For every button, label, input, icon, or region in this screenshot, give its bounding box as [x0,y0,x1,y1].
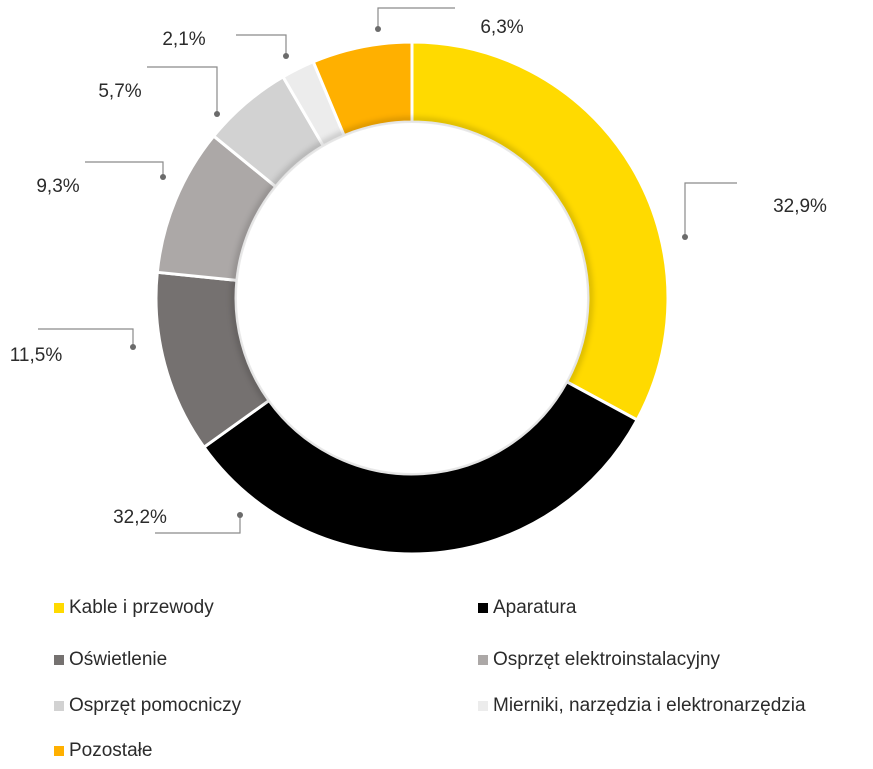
legend-item-aparatura: Aparatura [478,597,576,619]
leader-dot-0 [682,234,688,240]
legend-item-osprzet-pomocniczy: Osprzęt pomocniczy [54,695,241,717]
donut-chart: 32,9% 32,2% 11,5% 9,3% 5,7% 2,1% 6,3% [10,7,827,556]
legend-label: Aparatura [493,597,577,618]
leader-dot-1 [237,512,243,518]
legend-item-osprzet-elektroinstalacyjny: Osprzęt elektroinstalacyjny [478,649,720,671]
donut-hole-shadow [231,117,593,479]
legend-label: Kable i przewody [69,597,214,618]
leader-dot-5 [283,53,289,59]
legend-label: Osprzęt pomocniczy [69,695,242,716]
leader-line-1 [155,515,241,534]
leader-line-4 [147,66,218,114]
donut-hole-inner [237,123,587,473]
data-label-2: 11,5% [10,345,63,366]
data-label-0: 32,9% [773,196,827,217]
legend-swatch [54,746,64,756]
leader-dot-3 [160,174,166,180]
legend-swatch [54,701,64,711]
data-label-4: 5,7% [98,81,141,102]
legend-label: Osprzęt elektroinstalacyjny [493,649,721,670]
legend-swatch [478,701,488,711]
legend-label: Pozostałe [69,740,153,761]
leader-dot-2 [130,344,136,350]
data-label-3: 9,3% [36,176,79,197]
legend-swatch [54,603,64,613]
legend-swatch [478,655,488,665]
slices-group [154,40,670,556]
legend-item-pozostale: Pozostałe [54,740,152,762]
data-label-5: 2,1% [162,29,205,50]
legend-item-kable: Kable i przewody [54,597,214,619]
leader-line-2 [38,328,134,347]
leader-dot-4 [214,111,220,117]
data-labels-group: 32,9% 32,2% 11,5% 9,3% 5,7% 2,1% 6,3% [10,7,827,534]
data-label-6: 6,3% [480,17,523,38]
leader-line-3 [85,161,164,177]
leader-line-0 [684,182,737,237]
legend-label: Oświetlenie [69,649,168,670]
legend-item-mierniki: Mierniki, narzędzia i elektronarzędzia [478,695,806,717]
legend-swatch [54,655,64,665]
legend-swatch [478,603,488,613]
leader-dot-6 [375,26,381,32]
leader-line-5 [236,34,287,56]
leader-line-6 [377,7,455,29]
legend-item-oswietlenie: Oświetlenie [54,649,167,671]
data-label-1: 32,2% [113,507,167,528]
donut-slice-1 [201,379,640,556]
legend-label: Mierniki, narzędzia i elektronarzędzia [493,695,806,716]
